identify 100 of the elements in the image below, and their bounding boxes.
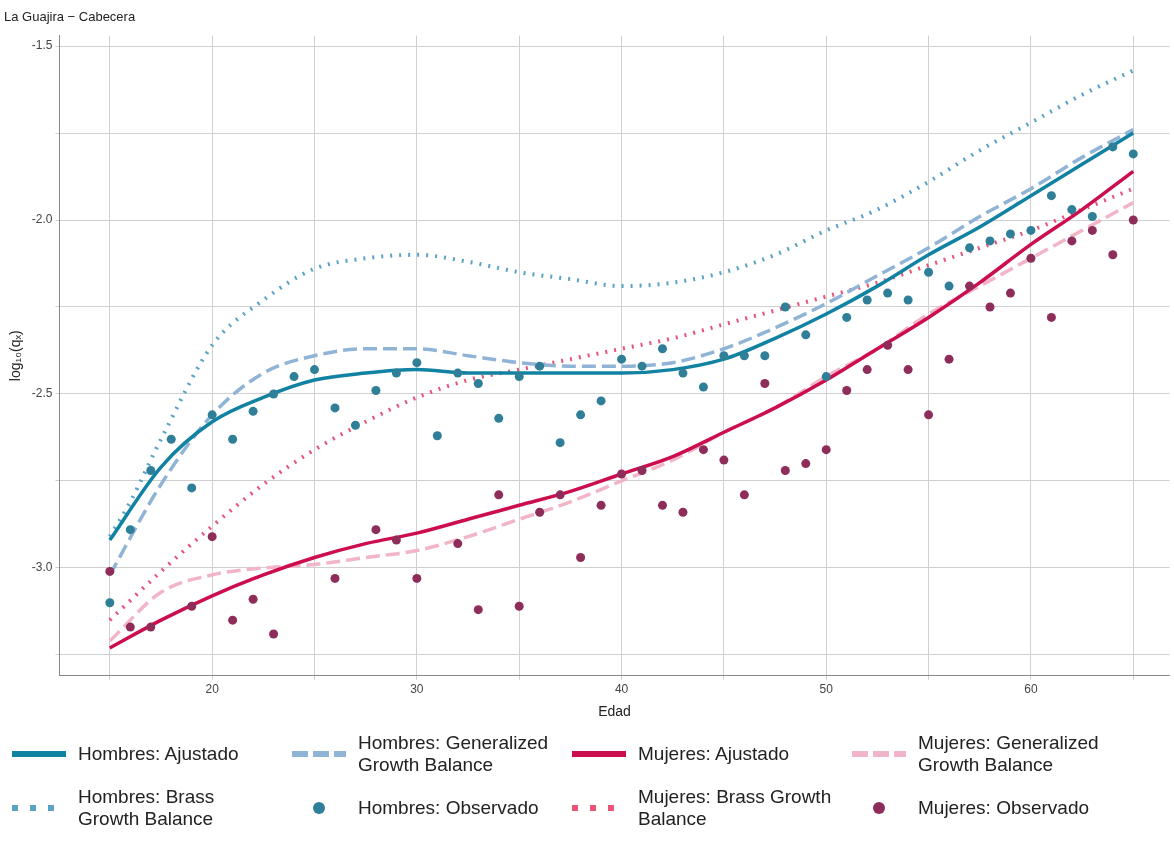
point [924,410,934,420]
point [412,573,422,583]
point [985,236,995,246]
point [698,382,708,392]
point [596,396,606,406]
point [146,622,156,632]
point [862,295,872,305]
point [883,288,893,298]
point [228,434,238,444]
legend-label: Mujeres: Observado [918,797,1090,819]
point [494,413,504,423]
point [883,340,893,350]
point [514,372,524,382]
point [228,615,238,625]
x-axis-title: Edad [598,703,631,720]
point [760,351,770,361]
point [166,434,176,444]
point [698,445,708,455]
x-tick-label: 20 [205,682,220,697]
point [1108,142,1118,152]
point [965,243,975,253]
point [494,490,504,500]
point [944,354,954,364]
y-tick-label: -3.0 [31,560,53,575]
point [944,281,954,291]
point [125,525,135,535]
point [207,410,217,420]
point [637,361,647,371]
point [514,601,524,611]
point [719,351,729,361]
point [187,483,197,493]
point [903,365,913,375]
point [719,455,729,465]
point [801,330,811,340]
point [412,358,422,368]
legend-label: Hombres: Generalized Growth Balance [358,732,550,776]
x-tick-label: 50 [819,682,834,697]
point [187,601,197,611]
point [1108,250,1118,260]
point [1128,215,1138,225]
point [1067,236,1077,246]
point [105,566,115,576]
point [248,594,258,604]
point [207,532,217,542]
point [1128,149,1138,159]
point [1005,288,1015,298]
point [842,312,852,322]
point [371,385,381,395]
point [125,622,135,632]
point [391,535,401,545]
point [105,598,115,608]
point [371,525,381,535]
point [350,420,360,430]
point [617,354,627,364]
point [391,368,401,378]
legend-label: Mujeres: Ajustado [638,743,790,765]
point [924,267,934,277]
point [1026,253,1036,263]
point [637,466,647,476]
point [780,302,790,312]
x-tick-label: 40 [614,682,629,697]
legend-label: Mujeres: Generalized Growth Balance [918,732,1100,776]
point [453,368,463,378]
x-tick-label: 30 [410,682,424,697]
y-tick-label: -2.5 [31,386,53,401]
point [842,385,852,395]
point [432,431,442,441]
legend-label: Mujeres: Brass Growth Balance [638,786,833,830]
point [1005,229,1015,239]
point [453,539,463,549]
point [576,410,586,420]
point [678,507,688,517]
point [596,500,606,510]
point [146,466,156,476]
point [780,466,790,476]
point [678,368,688,378]
point [903,295,913,305]
point [821,445,831,455]
point [862,365,872,375]
point [248,406,258,416]
y-tick-label: -2.0 [31,212,53,227]
y-tick-label: -1.5 [31,38,53,53]
point [617,469,627,479]
point [801,459,811,469]
point [473,605,483,615]
point [657,344,667,354]
point [739,351,749,361]
point [535,361,545,371]
point [1046,191,1056,201]
point [821,372,831,382]
point [269,389,279,399]
legend-label: Hombres: Observado [358,797,539,819]
point [1087,212,1097,222]
point [1046,312,1056,322]
point [739,490,749,500]
point [1067,205,1077,215]
point [965,281,975,291]
y-axis-title: log₁₀(qₓ) [7,330,24,382]
point [1026,225,1036,235]
point [576,553,586,562]
